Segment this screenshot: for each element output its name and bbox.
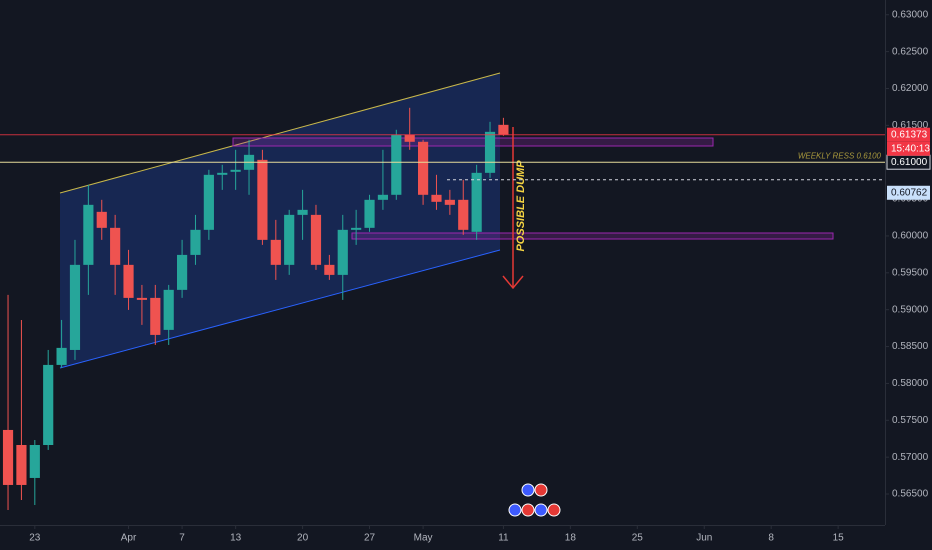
event-icon	[521, 483, 535, 497]
y-tick-label: 0.59500	[892, 267, 929, 278]
x-tick-label: Apr	[121, 533, 137, 544]
candle-body	[2, 429, 14, 485]
y-tick-label: 0.56500	[892, 489, 929, 500]
event-icon	[547, 503, 561, 517]
arrow-head	[502, 275, 524, 290]
candle-body	[230, 169, 241, 172]
supply-zone	[232, 137, 714, 147]
y-tick-label: 0.57000	[892, 452, 929, 463]
dashed-label: 0.60762	[891, 187, 928, 198]
channel-top	[59, 72, 501, 194]
y-tick-label: 0.58500	[892, 341, 929, 352]
candle-body	[203, 174, 214, 230]
candle-body	[150, 297, 161, 335]
x-tick-label: 23	[29, 533, 41, 544]
candle-body	[190, 229, 201, 255]
demand-zone	[351, 232, 834, 240]
event-icon	[521, 503, 535, 517]
x-tick-label: 18	[565, 533, 577, 544]
y-tick-label: 0.61500	[892, 120, 929, 131]
event-icon	[508, 503, 522, 517]
candle-body	[110, 227, 121, 265]
x-tick-label: 15	[833, 533, 845, 544]
annotation: POSSIBLE DUMP	[515, 160, 527, 252]
level-label: 0.61000	[891, 157, 928, 168]
dashed-label-box	[887, 185, 930, 200]
candle-body	[29, 444, 40, 478]
x-tick-label: 13	[230, 533, 242, 544]
y-tick-label: 0.62000	[892, 83, 929, 94]
event-icons	[508, 483, 561, 517]
price-label: 0.61373	[891, 129, 928, 140]
countdown-label: 15:40:13	[891, 143, 930, 154]
x-tick-label: May	[414, 533, 433, 544]
candle-body	[69, 264, 81, 350]
candles	[2, 107, 509, 511]
candle-body	[16, 444, 27, 485]
candle-body	[444, 199, 455, 205]
candle-body	[498, 124, 509, 135]
candle-body	[257, 159, 268, 240]
channel-bottom	[59, 249, 501, 369]
x-tick-label: 20	[297, 533, 309, 544]
y-tick-label: 0.63000	[892, 9, 929, 20]
x-tick-label: 27	[364, 533, 376, 544]
candle-body	[284, 214, 295, 265]
candle-body	[136, 297, 148, 300]
event-icon	[534, 483, 548, 497]
candle-body	[123, 264, 134, 298]
countdown-box	[887, 141, 930, 156]
x-tick-label: 11	[498, 533, 509, 544]
candle-body	[417, 141, 429, 195]
y-tick-label: 0.62500	[892, 46, 929, 57]
candle-body	[96, 211, 107, 228]
y-tick-label: 0.60000	[892, 231, 929, 242]
candle-body	[56, 347, 67, 365]
candle-body	[177, 254, 188, 290]
candle-body	[270, 239, 281, 265]
price-label-box	[887, 127, 930, 142]
candle-body	[83, 204, 94, 265]
candle-body	[377, 194, 389, 200]
candle-body	[217, 172, 228, 175]
candle-body	[484, 131, 496, 173]
candle-body	[43, 364, 54, 445]
y-tick-label: 0.58000	[892, 378, 929, 389]
candle-body	[324, 264, 335, 275]
candle-body	[404, 134, 415, 142]
candle-body	[364, 199, 375, 228]
level-text: WEEKLY RESS 0.6100	[798, 151, 882, 160]
x-tick-label: 8	[768, 533, 774, 544]
x-tick-label: Jun	[696, 533, 712, 544]
y-tick-label: 0.59000	[892, 304, 929, 315]
x-tick-label: 7	[179, 533, 185, 544]
x-tick-label: 25	[632, 533, 644, 544]
event-icon	[534, 503, 548, 517]
candle-body	[310, 214, 322, 265]
candle-body	[297, 209, 308, 215]
candle-body	[337, 229, 348, 275]
candle-body	[391, 134, 402, 195]
candle-body	[163, 289, 174, 330]
candle-body	[351, 227, 362, 230]
candle-body	[471, 172, 482, 232]
candle-body	[458, 199, 469, 230]
y-tick-label: 0.57500	[892, 415, 929, 426]
candle-body	[431, 194, 442, 202]
